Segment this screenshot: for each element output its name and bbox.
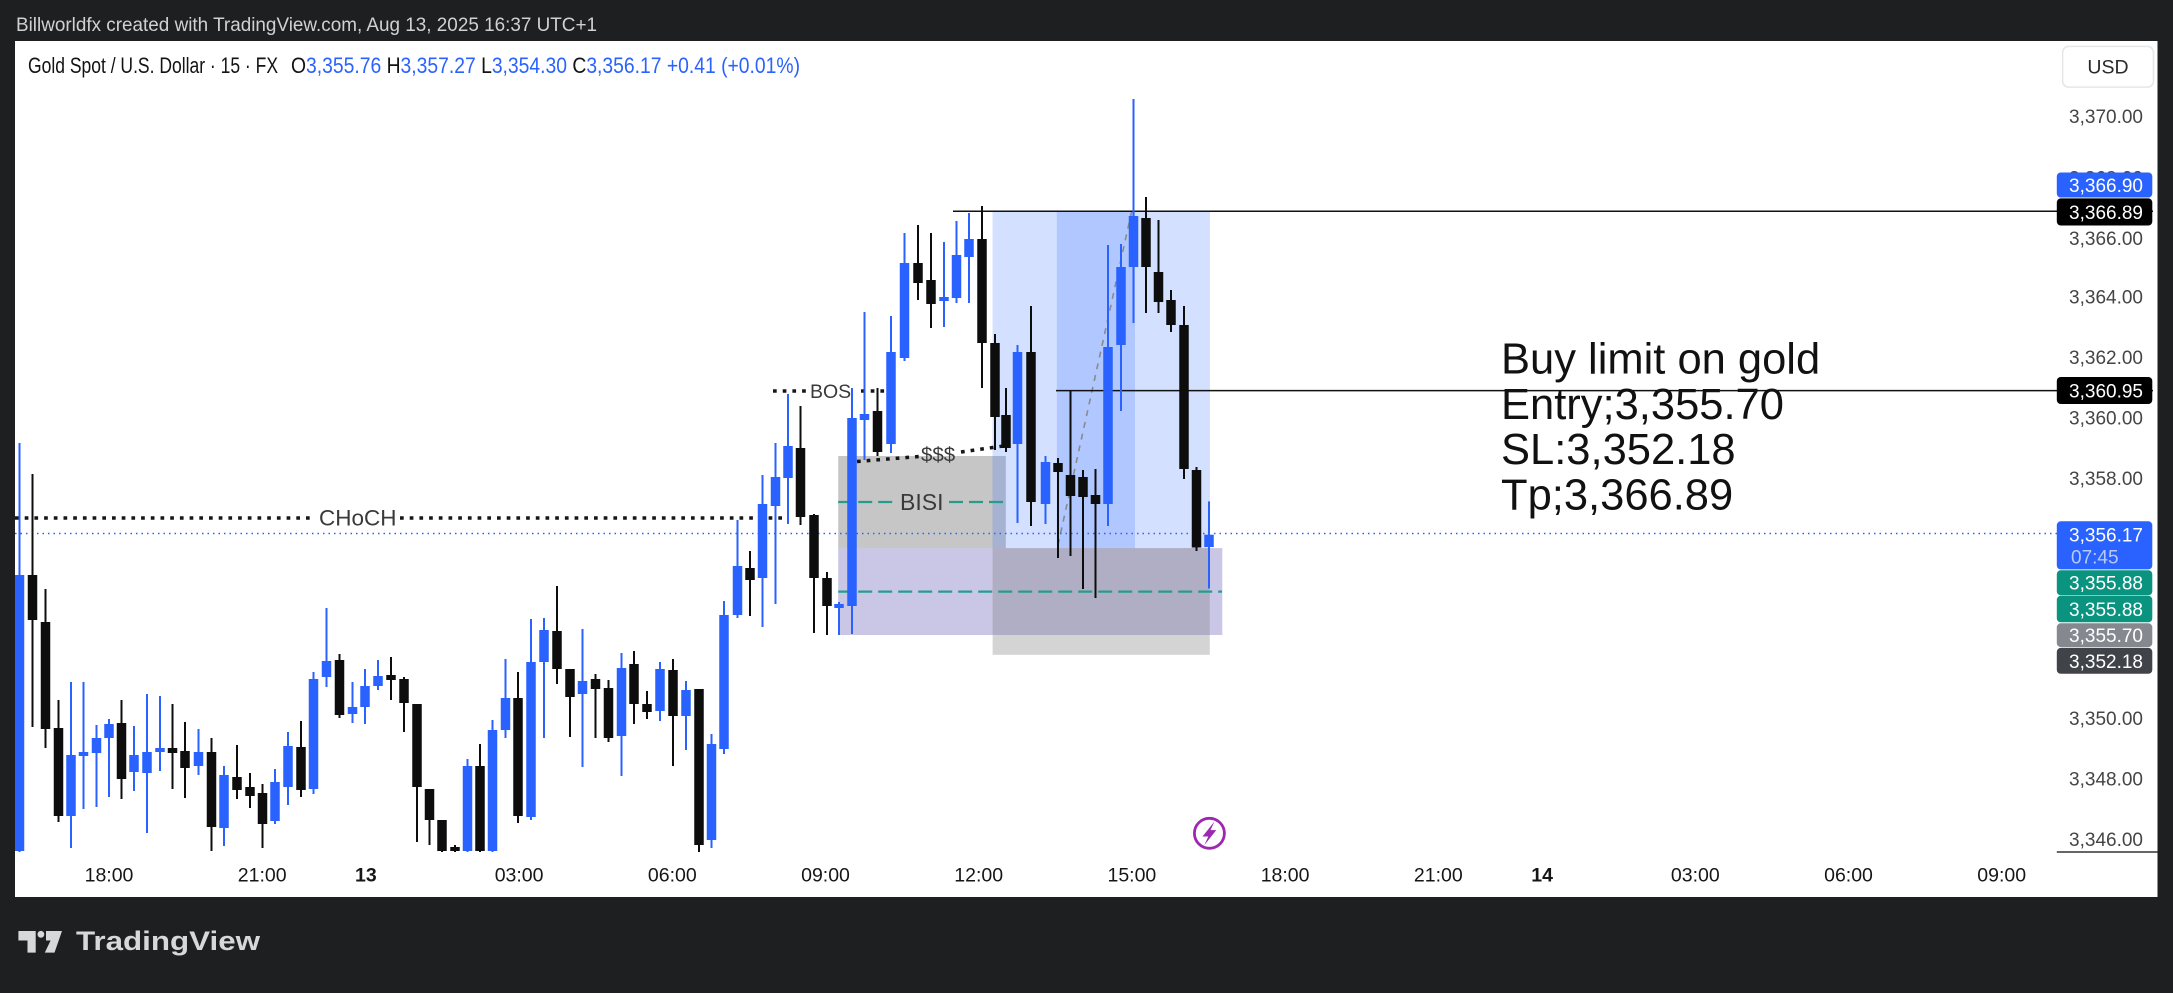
svg-text:USD: USD [2087,57,2128,79]
svg-text:3,366.00: 3,366.00 [2069,229,2143,250]
svg-text:O3,355.76 H3,357.27 L3,354.30: O3,355.76 H3,357.27 L3,354.30 C3,356.17 … [291,53,800,78]
svg-text:13: 13 [355,865,377,887]
svg-text:Gold Spot / U.S. Dollar · 15 ·: Gold Spot / U.S. Dollar · 15 · FX [28,53,278,78]
svg-text:3,370.00: 3,370.00 [2069,107,2143,128]
svg-text:15:00: 15:00 [1107,865,1156,887]
svg-text:18:00: 18:00 [85,865,134,887]
svg-text:TradingView: TradingView [76,926,261,956]
svg-text:3,350.00: 3,350.00 [2069,709,2143,730]
svg-text:3,364.00: 3,364.00 [2069,288,2143,309]
svg-text:3,366.90: 3,366.90 [2069,176,2143,197]
svg-text:18:00: 18:00 [1261,865,1310,887]
svg-text:09:00: 09:00 [801,865,850,887]
svg-text:06:00: 06:00 [648,865,697,887]
svg-text:3,366.89: 3,366.89 [2069,203,2143,224]
svg-text:3,348.00: 3,348.00 [2069,770,2143,791]
svg-text:$$$: $$$ [921,444,956,467]
svg-text:12:00: 12:00 [954,865,1003,887]
svg-text:Buy limit on gold: Buy limit on gold [1501,336,1820,384]
svg-text:3,362.00: 3,362.00 [2069,348,2143,369]
svg-text:07:45: 07:45 [2071,547,2119,568]
svg-text:Entry;3,355.70: Entry;3,355.70 [1501,381,1784,429]
svg-text:3,346.00: 3,346.00 [2069,830,2143,851]
svg-text:3,355.88: 3,355.88 [2069,574,2143,595]
svg-text:SL:3,352.18: SL:3,352.18 [1501,426,1736,474]
svg-text:BISI: BISI [900,489,943,515]
svg-text:03:00: 03:00 [495,865,544,887]
svg-text:CHoCH: CHoCH [319,506,397,531]
svg-text:Tp;3,366.89: Tp;3,366.89 [1501,472,1733,520]
svg-text:Billworldfx created with Tradi: Billworldfx created with TradingView.com… [16,14,597,36]
svg-text:3,355.88: 3,355.88 [2069,600,2143,621]
svg-text:14: 14 [1531,865,1553,887]
svg-text:3,360.00: 3,360.00 [2069,408,2143,429]
svg-text:21:00: 21:00 [238,865,287,887]
svg-text:BOS: BOS [810,381,851,403]
svg-text:06:00: 06:00 [1824,865,1873,887]
svg-text:3,356.17: 3,356.17 [2069,525,2143,546]
svg-text:3,360.95: 3,360.95 [2069,381,2143,402]
svg-text:3,352.18: 3,352.18 [2069,652,2143,673]
svg-text:21:00: 21:00 [1414,865,1463,887]
svg-text:3,358.00: 3,358.00 [2069,469,2143,490]
svg-text:3,355.70: 3,355.70 [2069,626,2143,647]
svg-text:09:00: 09:00 [1977,865,2026,887]
svg-text:03:00: 03:00 [1671,865,1720,887]
